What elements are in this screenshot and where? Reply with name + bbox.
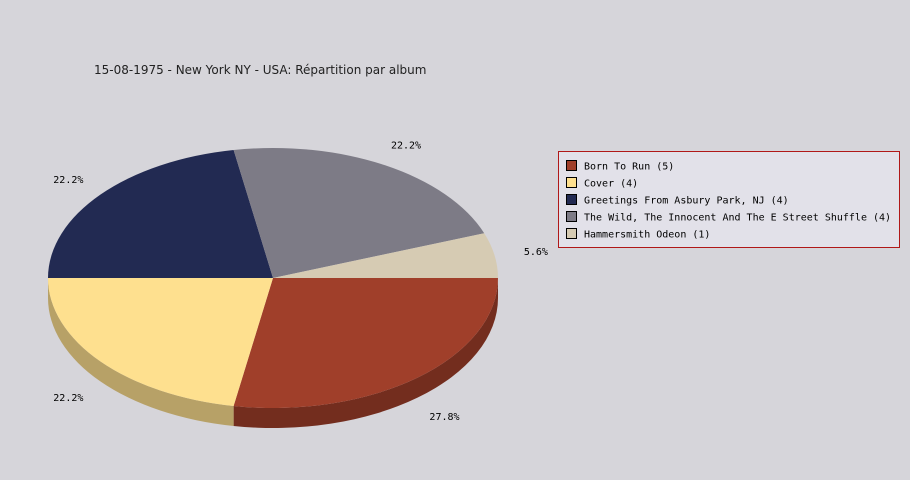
pie-slice <box>233 278 498 409</box>
data-label: 27.8% <box>429 412 459 423</box>
legend-swatch <box>566 160 577 171</box>
pie-slice-side <box>233 278 498 428</box>
legend-label: Greetings From Asbury Park, NJ (4) <box>584 196 789 207</box>
data-label: 5.6% <box>524 247 548 258</box>
legend-label: The Wild, The Innocent And The E Street … <box>584 213 891 224</box>
legend-swatch <box>566 194 577 205</box>
pie-slice-side <box>48 278 234 426</box>
pie-slice <box>48 150 273 278</box>
legend-swatch <box>566 228 577 239</box>
pie-slice <box>233 148 485 278</box>
data-label: 22.2% <box>53 393 83 404</box>
legend-label: Hammersmith Odeon (1) <box>584 230 710 241</box>
data-label: 22.2% <box>391 140 421 151</box>
legend-label: Cover (4) <box>584 179 638 190</box>
legend-swatch <box>566 177 577 188</box>
legend-box <box>558 151 900 248</box>
legend-label: Born To Run (5) <box>584 162 674 173</box>
pie-slice <box>48 278 273 406</box>
pie-slice <box>273 233 498 278</box>
data-label: 22.2% <box>53 175 83 186</box>
chart-title: 15-08-1975 - New York NY - USA: Répartit… <box>94 63 426 77</box>
legend-swatch <box>566 211 577 222</box>
